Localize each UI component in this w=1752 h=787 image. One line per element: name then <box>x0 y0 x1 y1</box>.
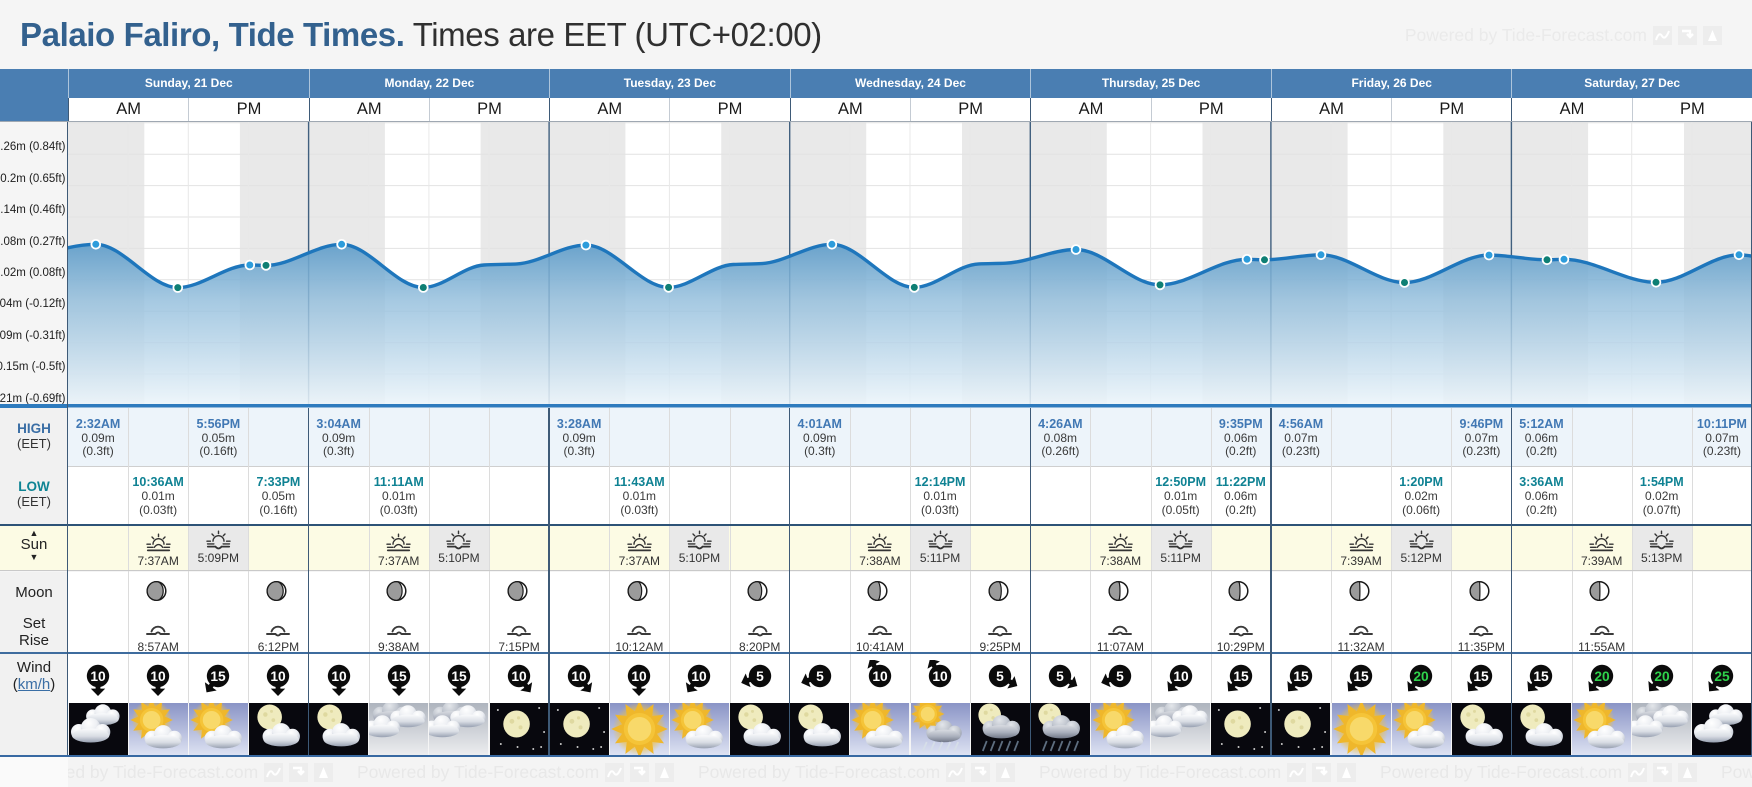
svg-text:10: 10 <box>90 668 106 683</box>
svg-text:15: 15 <box>391 668 407 683</box>
svg-text:20: 20 <box>1413 668 1429 683</box>
svg-text:20: 20 <box>1654 668 1670 683</box>
svg-text:5: 5 <box>1057 668 1065 683</box>
svg-text:10: 10 <box>872 668 888 683</box>
svg-text:10: 10 <box>692 668 708 683</box>
svg-text:25: 25 <box>1714 668 1730 683</box>
svg-text:10: 10 <box>331 668 347 683</box>
svg-text:20: 20 <box>1594 668 1610 683</box>
svg-text:5: 5 <box>816 668 824 683</box>
svg-text:5: 5 <box>756 668 764 683</box>
svg-text:5: 5 <box>1117 668 1125 683</box>
svg-text:15: 15 <box>451 668 467 683</box>
svg-text:10: 10 <box>511 668 527 683</box>
svg-text:10: 10 <box>932 668 948 683</box>
svg-text:15: 15 <box>1353 668 1369 683</box>
svg-text:15: 15 <box>211 668 227 683</box>
svg-text:10: 10 <box>1173 668 1189 683</box>
svg-text:10: 10 <box>571 668 587 683</box>
svg-text:15: 15 <box>1293 668 1309 683</box>
svg-text:10: 10 <box>271 668 287 683</box>
svg-text:10: 10 <box>632 668 648 683</box>
svg-text:15: 15 <box>1534 668 1550 683</box>
svg-text:5: 5 <box>996 668 1004 683</box>
svg-text:10: 10 <box>150 668 166 683</box>
svg-text:15: 15 <box>1474 668 1490 683</box>
svg-text:15: 15 <box>1233 668 1249 683</box>
